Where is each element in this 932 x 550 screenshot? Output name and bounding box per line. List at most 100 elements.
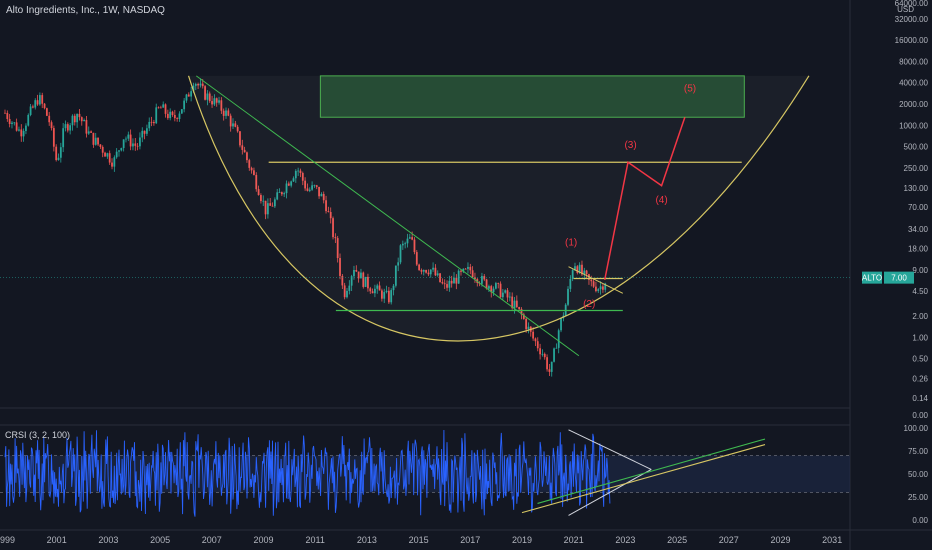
candle-body [387, 290, 390, 303]
candle-body [441, 282, 444, 284]
crsi-triangle-top [568, 429, 652, 470]
candle-body [329, 211, 332, 219]
candle-body [520, 309, 523, 315]
candle-body [134, 143, 137, 146]
candle-body [6, 112, 9, 119]
wave-label: (1) [565, 237, 577, 248]
wave-label: (3) [624, 140, 636, 151]
candle-body [360, 272, 362, 279]
candle-body [457, 270, 460, 284]
candle-body [595, 286, 597, 292]
candle-body [394, 265, 397, 286]
candle-body [385, 290, 388, 293]
candle-body [187, 94, 190, 97]
candle-body [541, 353, 544, 355]
candle-body [290, 181, 293, 186]
candle-body [294, 170, 297, 179]
candle-body [211, 101, 213, 105]
currency-label: USD [897, 5, 914, 14]
candle-body [404, 243, 407, 245]
time-tick-label: 2005 [150, 535, 170, 545]
time-tick-label: 2007 [202, 535, 222, 545]
candle-body [539, 348, 541, 355]
candle-body [85, 119, 88, 134]
candle-body [341, 275, 344, 286]
candle-body [101, 146, 104, 153]
candle-body [111, 162, 113, 167]
cup-curve [187, 75, 810, 342]
crsi-indicator-title[interactable]: CRSI (3, 2, 100) [5, 430, 71, 440]
candle-body [273, 199, 276, 207]
candle-body [367, 276, 369, 289]
price-tick-label: 64000.00 [895, 0, 929, 8]
price-pane[interactable] [4, 78, 607, 377]
price-tick-label: 4.50 [912, 287, 928, 296]
candle-body [299, 170, 302, 173]
candle-body [55, 146, 58, 161]
candle-body [599, 286, 602, 290]
candle-body [159, 107, 162, 109]
current-price-badge[interactable] [884, 271, 914, 284]
candle-body [569, 278, 572, 289]
candle-body [276, 192, 279, 200]
candle-body [578, 264, 581, 273]
symbol-badge[interactable] [862, 271, 882, 284]
candle-body [129, 134, 132, 147]
candle-body [22, 130, 25, 137]
candle-body [318, 186, 320, 197]
candle-body [227, 110, 230, 116]
crsi-rising-line [537, 438, 766, 504]
time-tick-label: 2017 [460, 535, 480, 545]
candle-body [422, 270, 425, 272]
candle-body [506, 290, 509, 298]
candle-body [83, 119, 86, 122]
candle-body [399, 245, 402, 263]
candle-body [504, 290, 507, 293]
candle-body [178, 113, 181, 120]
candle-body [59, 147, 62, 158]
candle-body [560, 318, 562, 331]
candle-body [71, 115, 74, 126]
time-axis[interactable]: 1999 2001 2003 2005 2007 2009 2011 2013 2015 2017… [0, 535, 842, 545]
candle-body [36, 100, 39, 105]
price-tick-label: 16000.00 [895, 36, 929, 45]
candle-body [257, 189, 260, 196]
candle-body [501, 292, 504, 298]
candle-body [497, 283, 500, 284]
candle-body [448, 280, 451, 288]
flag-line [568, 266, 624, 294]
candle-body [355, 269, 358, 272]
candle-body [62, 128, 65, 148]
crsi-axis[interactable]: 100.00 75.00 50.00 25.00 0.00 [904, 424, 929, 525]
candle-body [266, 203, 269, 215]
time-tick-label: 2019 [512, 535, 532, 545]
candle-body [534, 338, 537, 342]
price-axis[interactable]: 64000.00 32000.00 16000.00 8000.00 4000.00 20… [862, 0, 929, 420]
time-tick-label: 2003 [98, 535, 118, 545]
candle-body [64, 124, 67, 129]
candle-body [462, 268, 465, 272]
candle-body [215, 98, 218, 103]
candle-body [113, 157, 116, 167]
candle-body [11, 122, 13, 124]
candle-body [420, 270, 423, 272]
candle-body [232, 123, 234, 127]
candle-body [325, 200, 327, 212]
candle-body [180, 109, 183, 114]
candle-body [301, 172, 304, 181]
crsi-pane[interactable] [0, 429, 850, 517]
candle-body [264, 200, 267, 215]
candle-body [581, 264, 583, 275]
chart-title: Alto Ingredients, Inc., 1W, NASDAQ [6, 5, 165, 16]
candle-body [469, 266, 472, 271]
price-tick-label: 9.00 [912, 266, 928, 275]
candle-body [239, 131, 241, 146]
candle-body [546, 357, 548, 370]
candle-body [485, 279, 488, 289]
candle-body [50, 122, 53, 129]
price-tick-label: 1000.00 [899, 121, 928, 130]
candle-body [52, 128, 55, 147]
candle-body [34, 100, 37, 108]
candle-body [374, 288, 376, 294]
